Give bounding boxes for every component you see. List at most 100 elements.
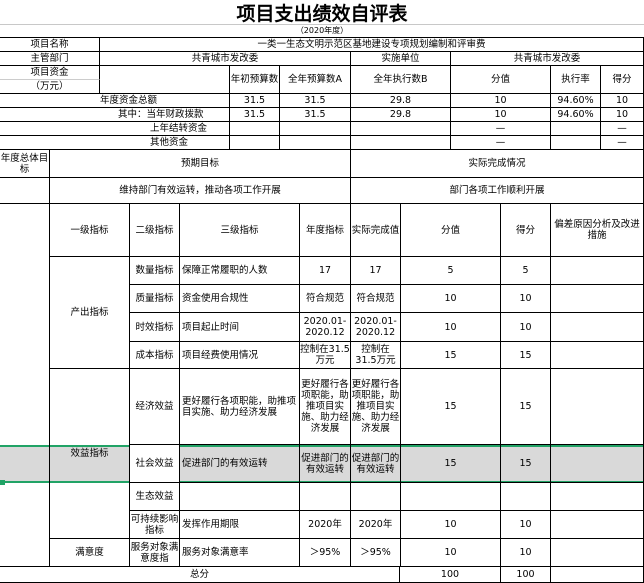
funds-value[interactable] — [230, 136, 280, 150]
indicator-actual[interactable] — [351, 483, 401, 511]
blank — [0, 178, 50, 204]
funds-row-label: 上年结转资金 — [0, 122, 230, 136]
indicator-score[interactable]: 10 — [501, 285, 551, 313]
indicator-score[interactable]: 15 — [501, 445, 551, 483]
deviation-cell[interactable] — [551, 285, 644, 313]
indicator-target[interactable]: 2020年 — [300, 511, 351, 539]
indicator-l2[interactable]: 社会效益 — [130, 445, 180, 483]
indicator-actual[interactable]: 更好履行各项职能，助推项目实施、助力经济发展 — [351, 369, 401, 445]
deviation-cell[interactable] — [551, 342, 644, 369]
indicator-actual[interactable]: 2020.01-2020.12 — [351, 313, 401, 342]
indicator-header: 二级指标 — [130, 204, 180, 257]
indicator-actual[interactable]: 符合规范 — [351, 285, 401, 313]
deviation-cell[interactable] — [551, 369, 644, 445]
indicator-target[interactable]: 控制在31.5万元 — [300, 342, 351, 369]
indicator-target[interactable]: 2020.01-2020.12 — [300, 313, 351, 342]
indicator-score-value[interactable]: 10 — [401, 539, 501, 567]
expected-goal[interactable]: 维持部门有效运转，推动各项工作开展 — [50, 178, 351, 204]
funds-value[interactable] — [551, 136, 601, 150]
indicator-l3[interactable]: 更好履行各项职能，助推项目实施、助力经济发展 — [180, 369, 300, 445]
indicator-l3[interactable]: 资金使用合规性 — [180, 285, 300, 313]
funds-value[interactable]: — — [601, 122, 644, 136]
indicator-l3[interactable] — [180, 483, 300, 511]
indicator-score[interactable]: 10 — [501, 313, 551, 342]
actual-label: 实际完成情况 — [351, 150, 644, 178]
indicator-score-value[interactable]: 10 — [401, 285, 501, 313]
funds-value[interactable]: 29.8 — [351, 94, 451, 108]
indicator-actual[interactable]: 17 — [351, 257, 401, 285]
deviation-cell[interactable] — [551, 511, 644, 539]
deviation-cell[interactable] — [551, 445, 644, 483]
indicator-actual[interactable]: ＞95% — [351, 539, 401, 567]
indicator-target[interactable]: 符合规范 — [300, 285, 351, 313]
funds-value[interactable]: 31.5 — [230, 94, 280, 108]
indicator-l2[interactable]: 质量指标 — [130, 285, 180, 313]
indicator-target[interactable] — [300, 483, 351, 511]
indicator-l2[interactable]: 数量指标 — [130, 257, 180, 285]
funds-value[interactable]: 31.5 — [280, 108, 351, 122]
funds-value[interactable] — [351, 122, 451, 136]
indicator-l3[interactable]: 项目经费使用情况 — [180, 342, 300, 369]
funds-value[interactable]: 31.5 — [230, 108, 280, 122]
indicator-l3[interactable]: 保障正常履职的人数 — [180, 257, 300, 285]
indicator-l3[interactable]: 促进部门的有效运转 — [180, 445, 300, 483]
indicator-score[interactable]: 10 — [501, 539, 551, 567]
indicator-l3[interactable]: 发挥作用期限 — [180, 511, 300, 539]
indicator-score[interactable]: 10 — [501, 511, 551, 539]
indicator-l3[interactable]: 服务对象满意率 — [180, 539, 300, 567]
indicator-score[interactable]: 15 — [501, 369, 551, 445]
indicator-target[interactable]: 17 — [300, 257, 351, 285]
funds-value[interactable] — [230, 122, 280, 136]
indicator-score[interactable] — [501, 483, 551, 511]
funds-value[interactable]: — — [451, 136, 551, 150]
indicator-score-value[interactable] — [401, 483, 501, 511]
funds-value[interactable]: 10 — [451, 94, 551, 108]
indicator-target[interactable]: 促进部门的有效运转 — [300, 445, 351, 483]
indicator-score-value[interactable]: 5 — [401, 257, 501, 285]
selection-fill-handle[interactable] — [0, 480, 5, 485]
indicator-actual[interactable]: 2020年 — [351, 511, 401, 539]
indicator-l2[interactable]: 服务对象满意度指 — [130, 539, 180, 567]
impl-label: 实施单位 — [351, 52, 451, 66]
indicator-l2[interactable]: 可持续影响指标 — [130, 511, 180, 539]
impl-value[interactable]: 共青城市发改委 — [451, 52, 644, 66]
indicator-score-value[interactable]: 15 — [401, 445, 501, 483]
funds-value[interactable]: 10 — [451, 108, 551, 122]
funds-value[interactable]: 31.5 — [280, 94, 351, 108]
indicator-score-value[interactable]: 10 — [401, 511, 501, 539]
indicator-score[interactable]: 5 — [501, 257, 551, 285]
indicator-score-value[interactable]: 15 — [401, 369, 501, 445]
indicator-actual[interactable]: 促进部门的有效运转 — [351, 445, 401, 483]
deviation-cell[interactable] — [551, 483, 644, 511]
indicator-l2[interactable]: 成本指标 — [130, 342, 180, 369]
indicator-actual[interactable]: 控制在31.5万元 — [351, 342, 401, 369]
funds-value[interactable] — [351, 136, 451, 150]
indicator-l2[interactable]: 经济效益 — [130, 369, 180, 445]
funds-value[interactable]: 94.60% — [551, 108, 601, 122]
indicator-score-value[interactable]: 10 — [401, 313, 501, 342]
indicator-l2[interactable]: 时效指标 — [130, 313, 180, 342]
funds-value[interactable]: 94.60% — [551, 94, 601, 108]
funds-value[interactable]: — — [451, 122, 551, 136]
indicator-l2[interactable]: 生态效益 — [130, 483, 180, 511]
funds-value[interactable] — [551, 122, 601, 136]
funds-value[interactable]: — — [601, 136, 644, 150]
project-name-value[interactable]: 一类一生态文明示范区基地建设专项规划编制和评审费 — [100, 38, 644, 52]
funds-value[interactable] — [280, 136, 351, 150]
funds-value[interactable]: 10 — [601, 94, 644, 108]
actual-goal[interactable]: 部门各项工作顺利开展 — [351, 178, 644, 204]
indicator-header: 一级指标 — [50, 204, 130, 257]
deviation-cell[interactable] — [551, 539, 644, 567]
funds-value[interactable] — [280, 122, 351, 136]
indicator-score-value[interactable]: 15 — [401, 342, 501, 369]
funds-header: 分值 — [451, 66, 551, 94]
funds-value[interactable]: 10 — [601, 108, 644, 122]
indicator-target[interactable]: ＞95% — [300, 539, 351, 567]
funds-value[interactable]: 29.8 — [351, 108, 451, 122]
deviation-cell[interactable] — [551, 313, 644, 342]
indicator-l3[interactable]: 项目起止时间 — [180, 313, 300, 342]
dept-value[interactable]: 共青城市发改委 — [100, 52, 351, 66]
indicator-target[interactable]: 更好履行各项职能，助推项目实施、助力经济发展 — [300, 369, 351, 445]
deviation-cell[interactable] — [551, 257, 644, 285]
indicator-score[interactable]: 15 — [501, 342, 551, 369]
